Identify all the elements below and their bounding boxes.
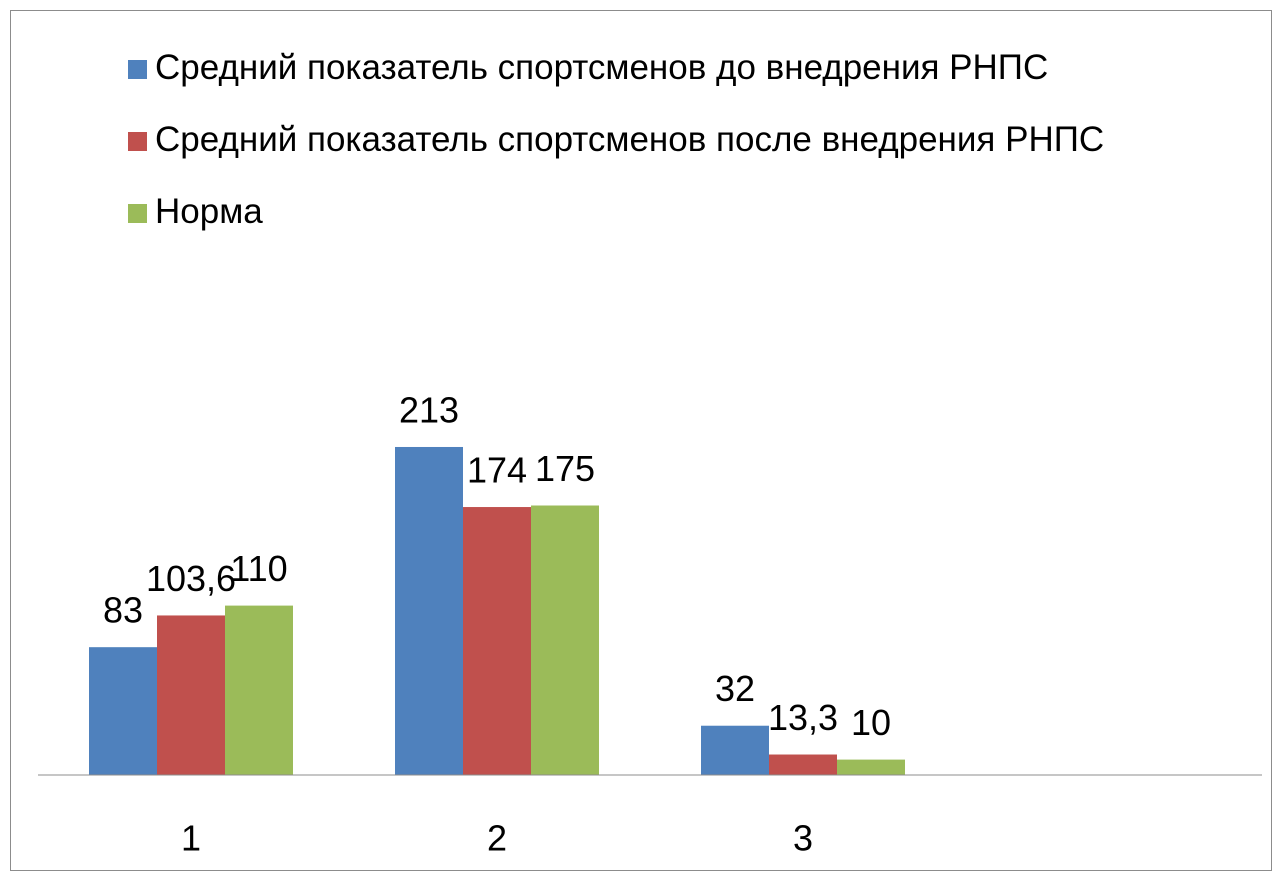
data-label: 213 [399,389,459,430]
legend-item: Средний показатель спортсменов до внедре… [128,38,1228,98]
legend-item: Норма [128,182,1228,242]
bar [157,615,225,775]
legend-label: Средний показатель спортсменов до внедре… [155,48,1049,87]
data-label: 83 [103,590,143,631]
x-tick-label: 2 [487,818,507,859]
data-label: 175 [535,448,595,489]
bar [463,507,531,775]
legend-swatch [128,60,147,79]
chart-border [10,10,1272,871]
data-label: 13,3 [768,697,838,738]
bar [89,647,157,775]
bar [225,605,293,775]
legend-swatch [128,132,147,151]
bar [395,446,463,775]
x-tick-label: 3 [793,818,813,859]
data-label: 32 [715,668,755,709]
legend-swatch [128,204,147,223]
data-label: 110 [230,548,287,589]
bar [837,759,905,775]
legend-item: Средний показатель спортсменов после вне… [128,110,1228,170]
bar [531,505,599,775]
legend-label: Средний показатель спортсменов после вне… [155,120,1105,159]
legend-label: Норма [155,192,263,231]
data-label: 174 [467,450,527,491]
data-label: 10 [851,702,891,743]
x-tick-label: 1 [181,818,201,859]
data-label: 103,6 [146,558,236,599]
bar [769,754,837,775]
legend: Средний показатель спортсменов до внедре… [128,38,1228,254]
bar [701,725,769,775]
